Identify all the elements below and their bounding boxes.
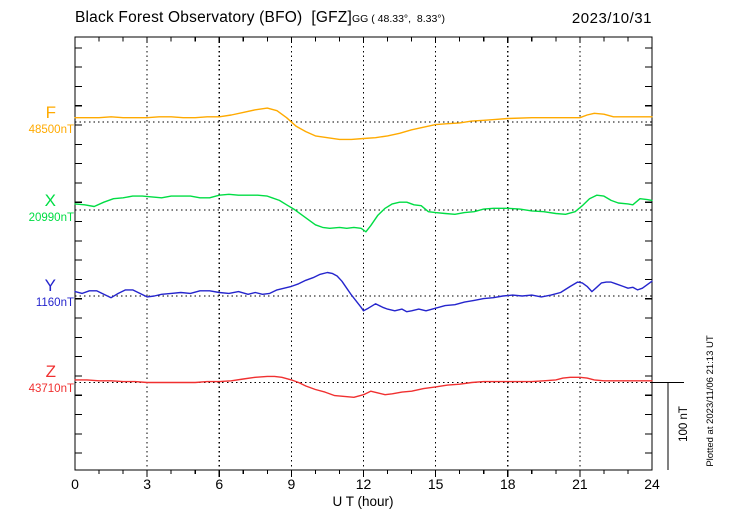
observatory-title: Black Forest Observatory (BFO) [GFZ] <box>75 9 352 26</box>
coords-label: GG ( 48.33°, 8.33°) <box>351 13 446 25</box>
x-tick-label: 3 <box>143 476 151 492</box>
trace-F <box>74 107 653 141</box>
x-tick-label: 15 <box>428 476 444 492</box>
trace-X <box>74 193 653 233</box>
x-axis-label: U T (hour) <box>332 494 393 509</box>
x-tick-label: 0 <box>71 476 79 492</box>
trace-letter-F: F <box>45 103 56 122</box>
date-label: 2023/10/31 <box>571 10 652 27</box>
trace-base-value-F: 48500nT <box>28 124 74 136</box>
x-tick-label: 24 <box>644 476 660 492</box>
x-tick-label: 6 <box>215 476 223 492</box>
trace-Y <box>74 271 653 313</box>
trace-letter-X: X <box>44 191 56 210</box>
trace-label-group-Z: Z 43710nT <box>0 363 74 396</box>
trace-letter-Z: Z <box>45 362 56 381</box>
trace-Z <box>74 375 653 398</box>
trace-label-group-Y: Y 1160nT <box>0 277 74 310</box>
trace-label-group-F: F 48500nT <box>0 104 74 137</box>
x-tick-label: 18 <box>500 476 516 492</box>
trace-base-value-X: 20990nT <box>28 212 74 224</box>
x-tick-label: 12 <box>356 476 372 492</box>
x-tick-label: 21 <box>572 476 588 492</box>
trace-letter-Y: Y <box>44 276 56 295</box>
plotted-timestamp: Plotted at 2023/11/06 21:13 UT <box>705 335 716 467</box>
trace-base-value-Y: 1160nT <box>35 297 74 309</box>
trace-label-group-X: X 20990nT <box>0 192 74 225</box>
trace-base-value-Z: 43710nT <box>28 383 74 395</box>
x-tick-label: 9 <box>287 476 295 492</box>
scale-bar-label: 100 nT <box>678 406 690 442</box>
title-row: Black Forest Observatory (BFO) [GFZ] GG (… <box>75 9 445 27</box>
